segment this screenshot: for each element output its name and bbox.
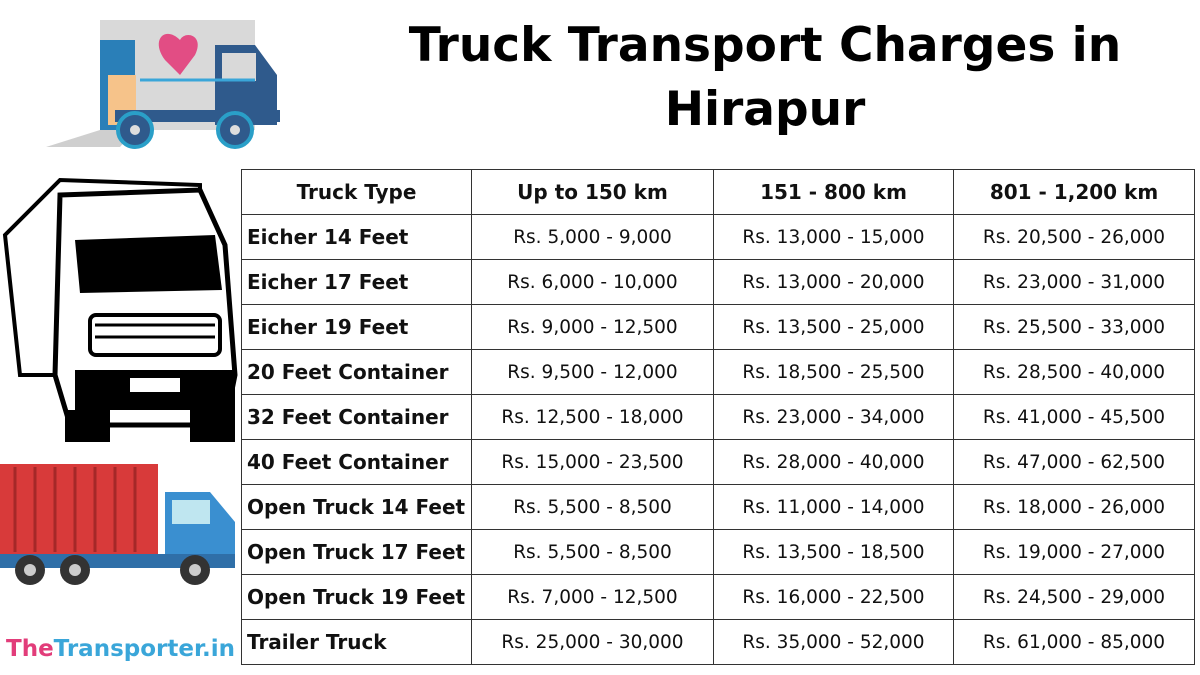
brand-part-2: Transporter.in xyxy=(53,636,236,662)
price-cell: Rs. 25,500 - 33,000 xyxy=(953,304,1195,350)
truck-type-cell: Open Truck 14 Feet xyxy=(241,484,472,530)
table-row: Eicher 17 Feet Rs. 6,000 - 10,000 Rs. 13,0… xyxy=(241,259,1195,305)
truck-type-cell: 32 Feet Container xyxy=(241,394,472,440)
header-up-to-150: Up to 150 km xyxy=(471,169,714,215)
price-cell: Rs. 5,000 - 9,000 xyxy=(471,214,714,260)
price-cell: Rs. 9,000 - 12,500 xyxy=(471,304,714,350)
truck-front-icon xyxy=(2,177,238,442)
header-truck-type: Truck Type xyxy=(241,169,472,215)
table-row: Open Truck 19 Feet Rs. 7,000 - 12,500 Rs. … xyxy=(241,574,1195,620)
truck-type-cell: 20 Feet Container xyxy=(241,349,472,395)
price-cell: Rs. 19,000 - 27,000 xyxy=(953,529,1195,575)
price-cell: Rs. 16,000 - 22,500 xyxy=(713,574,954,620)
table-row: 20 Feet Container Rs. 9,500 - 12,000 Rs. 1… xyxy=(241,349,1195,395)
table-row: Eicher 19 Feet Rs. 9,000 - 12,500 Rs. 13,5… xyxy=(241,304,1195,350)
truck-type-cell: Open Truck 19 Feet xyxy=(241,574,472,620)
price-cell: Rs. 13,000 - 15,000 xyxy=(713,214,954,260)
table-row: Trailer Truck Rs. 25,000 - 30,000 Rs. 35,0… xyxy=(241,619,1195,665)
price-cell: Rs. 28,000 - 40,000 xyxy=(713,439,954,485)
truck-type-cell: Eicher 17 Feet xyxy=(241,259,472,305)
price-cell: Rs. 11,000 - 14,000 xyxy=(713,484,954,530)
price-cell: Rs. 24,500 - 29,000 xyxy=(953,574,1195,620)
price-cell: Rs. 20,500 - 26,000 xyxy=(953,214,1195,260)
charges-table: Truck Type Up to 150 km 151 - 800 km 801… xyxy=(241,169,1195,665)
price-cell: Rs. 7,000 - 12,500 xyxy=(471,574,714,620)
price-cell: Rs. 18,500 - 25,500 xyxy=(713,349,954,395)
table-header-row: Truck Type Up to 150 km 151 - 800 km 801… xyxy=(241,169,1195,215)
price-cell: Rs. 13,500 - 18,500 xyxy=(713,529,954,575)
brand-logo-text: TheTransporter.in xyxy=(6,636,235,662)
price-cell: Rs. 61,000 - 85,000 xyxy=(953,619,1195,665)
table-row: 32 Feet Container Rs. 12,500 - 18,000 Rs. … xyxy=(241,394,1195,440)
brand-part-1: The xyxy=(6,636,54,662)
price-cell: Rs. 18,000 - 26,000 xyxy=(953,484,1195,530)
price-cell: Rs. 13,500 - 25,000 xyxy=(713,304,954,350)
price-cell: Rs. 47,000 - 62,500 xyxy=(953,439,1195,485)
truck-type-cell: 40 Feet Container xyxy=(241,439,472,485)
table-row: Open Truck 17 Feet Rs. 5,500 - 8,500 Rs. 1… xyxy=(241,529,1195,575)
price-cell: Rs. 5,500 - 8,500 xyxy=(471,529,714,575)
header-151-800: 151 - 800 km xyxy=(713,169,954,215)
truck-type-cell: Eicher 19 Feet xyxy=(241,304,472,350)
truck-type-cell: Trailer Truck xyxy=(241,619,472,665)
price-cell: Rs. 41,000 - 45,500 xyxy=(953,394,1195,440)
truck-type-cell: Open Truck 17 Feet xyxy=(241,529,472,575)
price-cell: Rs. 25,000 - 30,000 xyxy=(471,619,714,665)
truck-type-cell: Eicher 14 Feet xyxy=(241,214,472,260)
price-cell: Rs. 35,000 - 52,000 xyxy=(713,619,954,665)
price-cell: Rs. 28,500 - 40,000 xyxy=(953,349,1195,395)
moving-van-icon xyxy=(46,20,280,149)
table-row: Open Truck 14 Feet Rs. 5,500 - 8,500 Rs. 1… xyxy=(241,484,1195,530)
price-cell: Rs. 23,000 - 34,000 xyxy=(713,394,954,440)
price-cell: Rs. 13,000 - 20,000 xyxy=(713,259,954,305)
price-cell: Rs. 15,000 - 23,500 xyxy=(471,439,714,485)
price-cell: Rs. 6,000 - 10,000 xyxy=(471,259,714,305)
container-truck-icon xyxy=(0,464,235,585)
price-cell: Rs. 12,500 - 18,000 xyxy=(471,394,714,440)
price-cell: Rs. 9,500 - 12,000 xyxy=(471,349,714,395)
header-801-1200: 801 - 1,200 km xyxy=(953,169,1195,215)
page-title: Truck Transport Charges in Hirapur xyxy=(408,18,1122,137)
price-cell: Rs. 23,000 - 31,000 xyxy=(953,259,1195,305)
table-row: 40 Feet Container Rs. 15,000 - 23,500 Rs. … xyxy=(241,439,1195,485)
price-cell: Rs. 5,500 - 8,500 xyxy=(471,484,714,530)
table-row: Eicher 14 Feet Rs. 5,000 - 9,000 Rs. 13,00… xyxy=(241,214,1195,260)
